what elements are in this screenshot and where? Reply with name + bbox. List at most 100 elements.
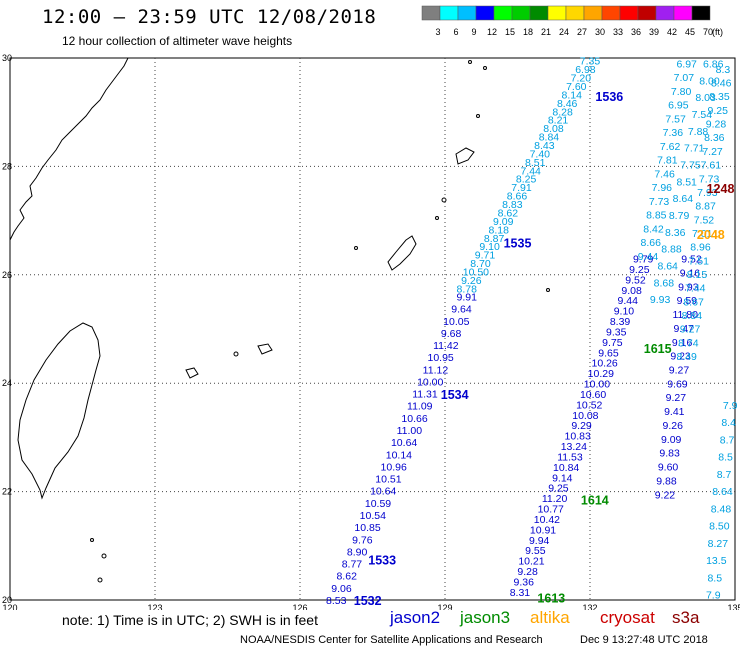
wave-height-value: 9.28 bbox=[706, 119, 727, 131]
wave-height-value: 10.51 bbox=[375, 474, 401, 486]
wave-height-value: 8.50 bbox=[709, 521, 730, 533]
wave-height-value: 9.16 bbox=[672, 337, 693, 349]
wave-height-value: 7.60 bbox=[566, 81, 587, 93]
y-tick-label: 30 bbox=[2, 53, 12, 63]
wave-height-value: 8.78 bbox=[457, 283, 478, 295]
wave-height-value: 9.94 bbox=[529, 535, 550, 547]
track-id-label: 1535 bbox=[504, 236, 532, 250]
wave-height-value: 6.86 bbox=[703, 58, 724, 70]
wave-height-value: 11.31 bbox=[412, 389, 438, 401]
wave-height-value: 8.27 bbox=[708, 538, 729, 550]
wave-height-value: 9.28 bbox=[517, 566, 538, 578]
china-coastline bbox=[9, 57, 129, 241]
wave-height-value: 9.25 bbox=[629, 264, 650, 276]
wave-height-value: 8.4 bbox=[721, 417, 736, 429]
wave-height-value: 9.23 bbox=[670, 351, 691, 363]
wave-height-value: 9.91 bbox=[457, 291, 478, 303]
wave-height-value: 8.46 bbox=[557, 98, 578, 110]
wave-height-value: 8.53 bbox=[326, 595, 347, 607]
wave-height-value: 10.21 bbox=[518, 556, 544, 568]
wave-height-value: 8.51 bbox=[676, 176, 697, 188]
wave-height-value: 10.00 bbox=[584, 379, 610, 391]
wave-height-value: 8.74 bbox=[678, 337, 699, 349]
wave-height-value: 9.35 bbox=[606, 326, 627, 338]
wave-height-value: 10.96 bbox=[381, 461, 407, 473]
wave-height-value: 10.42 bbox=[534, 514, 560, 526]
wave-height-value: 8.68 bbox=[654, 277, 675, 289]
island-dot bbox=[354, 246, 358, 250]
wave-height-value: 9.79 bbox=[633, 254, 654, 266]
wave-height-value: 8.62 bbox=[498, 207, 519, 219]
x-tick-label: 123 bbox=[147, 603, 162, 610]
wave-height-value: 8.84 bbox=[682, 310, 703, 322]
wave-height-value: 13.5 bbox=[706, 555, 727, 567]
wave-height-value: 10.05 bbox=[443, 316, 469, 328]
wave-height-value: 10.77 bbox=[538, 504, 564, 516]
wave-height-value: 7.9 bbox=[723, 400, 738, 412]
legend-tick-label: 30 bbox=[595, 27, 605, 37]
wave-height-value: 9.68 bbox=[441, 328, 462, 340]
wave-height-value: 8.28 bbox=[552, 106, 573, 118]
wave-height-value: 7.35 bbox=[580, 56, 601, 68]
wave-height-value: 8.77 bbox=[342, 559, 363, 571]
land-outlines bbox=[9, 57, 550, 583]
wave-height-value: 8.66 bbox=[507, 191, 528, 203]
wave-height-value: 10.50 bbox=[463, 266, 489, 278]
track-id-label: 1534 bbox=[441, 388, 469, 402]
wave-height-value: 10.64 bbox=[391, 437, 417, 449]
island-dot bbox=[97, 577, 103, 583]
wave-height-value: 10.85 bbox=[354, 522, 380, 534]
wave-height-value: 8.67 bbox=[683, 296, 704, 308]
track-id-label: 1536 bbox=[595, 90, 623, 104]
legend-swatch bbox=[691, 5, 711, 21]
wave-height-value: 8.18 bbox=[488, 224, 509, 236]
wave-height-value: 8.42 bbox=[643, 223, 664, 235]
island-dot bbox=[435, 216, 439, 220]
x-tick-label: 126 bbox=[292, 603, 307, 610]
legend-tick-label: 39 bbox=[649, 27, 659, 37]
legend-tick-label: 24 bbox=[559, 27, 569, 37]
island-dot bbox=[90, 538, 94, 542]
island-dot bbox=[441, 197, 447, 203]
wave-height-value: 9.47 bbox=[673, 323, 694, 335]
island-dot bbox=[483, 66, 487, 70]
wave-height-value: 9.69 bbox=[667, 378, 688, 390]
wave-height-value: 8.62 bbox=[336, 571, 357, 583]
wave-height-value: 9.10 bbox=[479, 241, 500, 253]
wave-height-value: 7.71 bbox=[684, 143, 705, 155]
wave-height-value: 8.39 bbox=[610, 316, 631, 328]
island-dot bbox=[101, 553, 107, 559]
wave-height-value: 9.60 bbox=[658, 462, 679, 474]
wave-height-value: 7.27 bbox=[702, 146, 723, 158]
wave-height-value: 7.93 bbox=[697, 187, 718, 199]
wave-height-value: 10.66 bbox=[401, 413, 427, 425]
wave-height-value: 9.27 bbox=[680, 324, 701, 336]
wave-height-value: 9.75 bbox=[602, 337, 623, 349]
wave-height-value: 8.35 bbox=[709, 91, 730, 103]
miyako-island bbox=[257, 343, 273, 355]
wave-height-value: 10.26 bbox=[592, 358, 618, 370]
chart-title: 12:00 – 23:59 UTC 12/08/2018 bbox=[42, 6, 377, 28]
wave-height-value: 10.83 bbox=[565, 431, 591, 443]
legend-tick-label: 33 bbox=[613, 27, 623, 37]
wave-height-value: 7.91 bbox=[511, 182, 532, 194]
x-tick-label: 120 bbox=[2, 603, 17, 610]
wave-height-value: 9.25 bbox=[708, 105, 729, 117]
wave-height-value: 9.25 bbox=[548, 483, 569, 495]
wave-height-value: 11.42 bbox=[433, 340, 459, 352]
wave-height-value: 9.09 bbox=[661, 434, 682, 446]
wave-height-value: 8.90 bbox=[347, 546, 368, 558]
track-id-label: 1615 bbox=[644, 342, 672, 356]
wave-height-value: 10.64 bbox=[370, 486, 396, 498]
wave-height-value: 11.20 bbox=[542, 493, 568, 505]
wave-height-value: 7.51 bbox=[689, 255, 710, 267]
wave-height-value: 8.03 bbox=[695, 92, 716, 104]
y-tick-label: 28 bbox=[2, 161, 12, 171]
track-id-label: 1533 bbox=[368, 553, 396, 567]
wave-height-value: 8.48 bbox=[711, 503, 732, 515]
wave-height-value: 8.84 bbox=[539, 132, 560, 144]
satellite-name-jason2: jason2 bbox=[390, 608, 441, 627]
legend-tick-label: 36 bbox=[631, 27, 641, 37]
wave-height-value: 7.44 bbox=[520, 165, 541, 177]
island-dot bbox=[476, 114, 480, 118]
